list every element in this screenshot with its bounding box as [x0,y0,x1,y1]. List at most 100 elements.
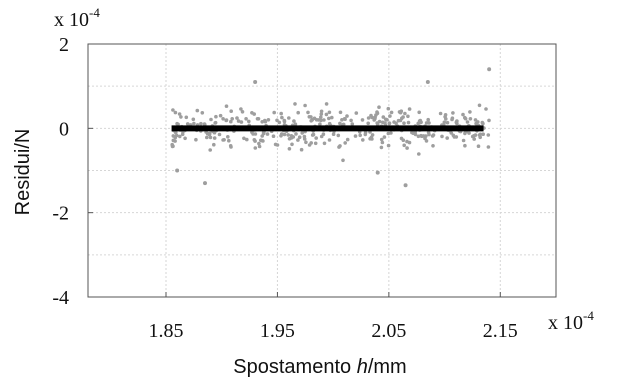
residual-point [338,144,342,148]
residual-point [273,142,278,147]
y-tick-label: -2 [52,203,69,225]
residual-point [229,145,233,149]
residual-point [388,114,392,118]
residual-point [343,141,348,145]
residual-point [229,119,233,124]
residual-point [217,132,222,137]
residual-point [191,117,196,122]
residual-point [212,136,217,140]
residual-point [431,144,435,148]
residual-point [368,137,372,141]
residual-outlier-point [203,181,207,186]
residual-point [438,111,443,116]
residual-point [467,131,471,135]
residual-point [240,110,245,114]
residual-point [293,102,297,106]
residual-point [195,108,200,113]
residual-point [296,110,301,115]
residual-point [350,122,355,126]
residual-point [389,131,393,135]
axis-ticks: 2 0 -2 -4 1.85 1.95 2.05 2.15 [52,34,517,342]
residual-point [286,133,291,137]
residual-point [250,111,254,115]
residual-point [478,135,483,140]
residual-point [327,110,332,115]
x-axis-label: Spostamento h/mm [233,356,406,378]
residual-point [444,117,448,121]
residual-point [208,148,212,152]
residual-point [173,139,177,143]
residual-point [266,118,271,122]
residual-point [366,121,371,126]
y-multiplier-label: x 10-4 [54,5,100,31]
plot-frame [87,43,557,298]
residual-point [324,102,329,106]
residual-point [486,145,491,149]
residual-point [474,121,478,126]
residual-point [330,115,334,120]
residual-point [247,119,251,124]
residual-point [319,134,324,139]
residual-point [427,121,431,125]
residual-point [375,111,380,116]
residual-point [279,132,284,136]
residual-point [402,143,407,148]
residual-point [309,119,314,123]
residual-point [263,119,268,124]
residual-point [338,110,343,115]
residual-point [257,141,261,146]
residual-point [311,132,316,137]
residual-point [343,117,347,121]
residual-point [173,135,178,140]
residual-point [360,118,365,122]
residual-point [481,132,486,136]
residual-point [184,115,189,120]
residual-point [319,112,324,116]
residual-point [407,107,412,111]
residual-point [287,116,291,120]
residual-point [179,115,183,119]
residual-point [291,135,296,139]
residual-point [358,133,363,138]
residual-point [445,120,450,125]
residual-point [177,112,182,116]
residual-point [354,111,359,115]
residual-point [452,135,457,139]
residual-point [297,135,302,139]
residual-point [230,117,234,121]
residual-outlier-point [403,183,408,188]
residual-point [327,138,332,142]
residual-point [319,115,323,119]
residual-point [402,121,406,125]
residual-point [302,134,307,139]
residual-point [236,119,241,123]
residual-point [224,104,229,108]
residual-point [451,111,455,115]
residual-point [292,119,296,123]
residual-point [290,142,294,147]
residual-point [279,111,284,116]
residual-point [454,120,459,125]
residual-point [476,144,481,148]
residual-point [394,121,398,126]
residual-point [192,121,196,126]
residual-point [322,141,327,146]
residual-point [271,134,276,138]
residual-point [242,136,246,141]
residual-point [487,118,491,123]
residual-point [296,138,300,142]
residual-point [227,138,231,143]
y-axis-label: Residui/N [12,129,34,216]
residual-point [209,117,213,122]
residual-point [208,135,213,140]
residual-point [427,132,431,137]
residual-point [280,115,284,120]
residual-point [287,147,292,151]
residual-point [450,116,455,120]
residual-point [399,109,404,113]
x-tick-label: 2.15 [483,320,518,342]
residual-point [221,117,225,121]
residual-point [389,110,394,115]
residual-point [212,142,216,147]
